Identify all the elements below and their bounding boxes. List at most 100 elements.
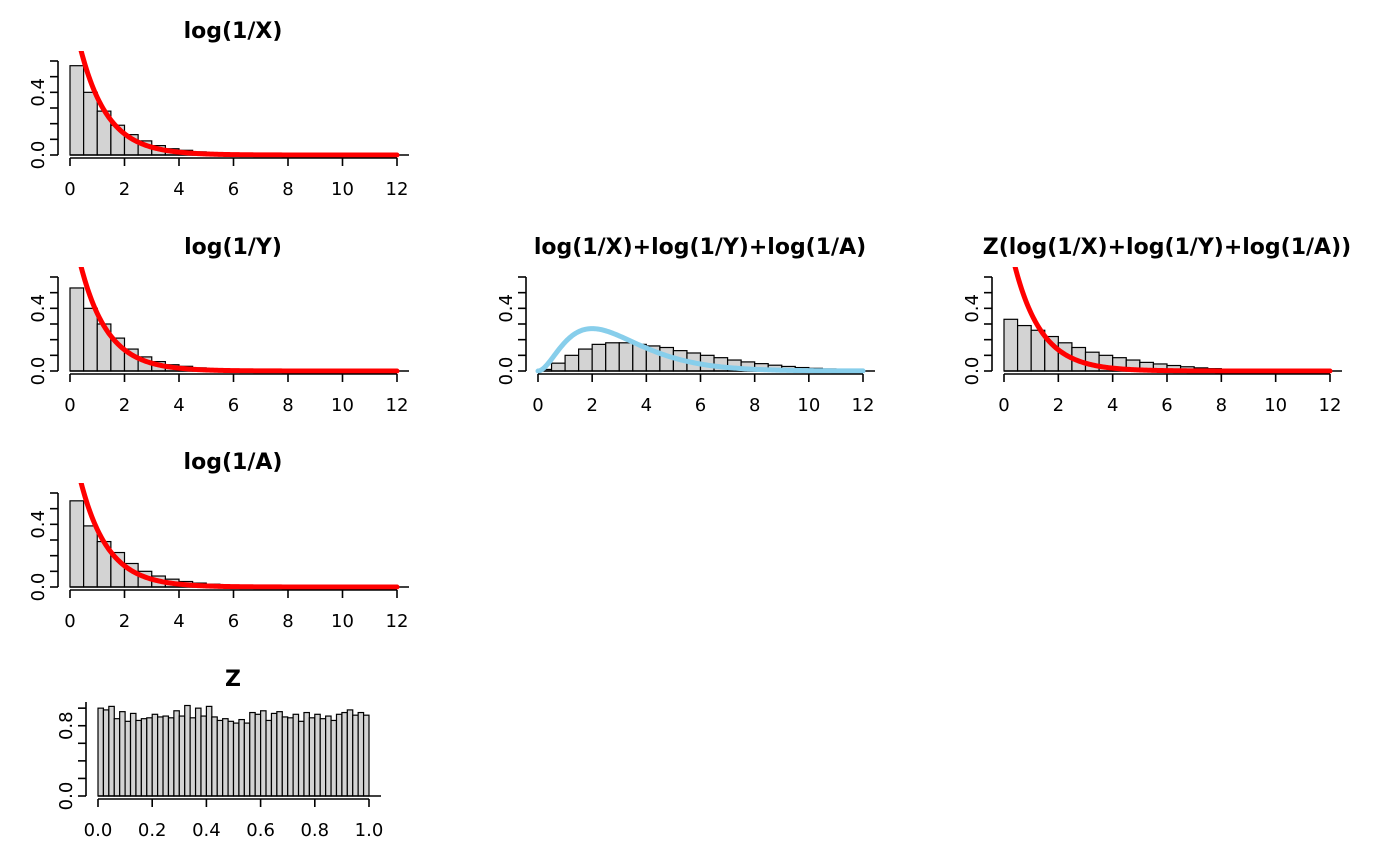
histogram-bar [69, 65, 85, 156]
x-tick-label: 8 [749, 395, 760, 416]
histogram-bar [157, 716, 164, 797]
histogram-bar [222, 718, 229, 797]
histogram-bar [232, 722, 240, 797]
histogram-bar [270, 712, 278, 797]
x-tick-label: 0 [998, 395, 1009, 416]
x-tick-label: 0.4 [192, 820, 221, 841]
histogram-bar [184, 704, 191, 797]
histogram-bar [140, 718, 148, 797]
x-tick-label: 8 [1216, 395, 1227, 416]
y-tick-label: 0.4 [496, 294, 517, 323]
x-tick-label: 4 [173, 395, 184, 416]
x-tick-label: 0.0 [84, 820, 113, 841]
histogram-bar [254, 713, 262, 797]
y-tick-label: 0.0 [28, 357, 49, 386]
histogram-bar [83, 307, 98, 372]
histogram-bar [341, 711, 348, 797]
panel-log-inv-y: log(1/Y) 0 2 4 6 8 10 12 0.0 0.4 [28, 235, 409, 416]
panel-z: Z 0.0 0.2 0.4 0.6 0.8 1.0 0.0 0.8 [56, 667, 383, 841]
x-tick-label: 0 [64, 611, 75, 632]
x-tick-label: 2 [1053, 395, 1064, 416]
histogram-bar [205, 705, 213, 797]
histogram-bar [83, 91, 98, 156]
histogram-bar [83, 525, 98, 588]
histogram-bar [69, 500, 85, 588]
y-tick-label: 0.0 [28, 573, 49, 602]
histogram-bar [335, 713, 343, 797]
y-tick-label: 0.4 [28, 510, 49, 539]
x-tick-label: 2 [119, 395, 130, 416]
x-tick-label: 2 [119, 611, 130, 632]
x-tick-label: 1.0 [355, 820, 384, 841]
histogram-bar [113, 718, 121, 797]
x-tick-label: 4 [641, 395, 652, 416]
x-tick-label: 12 [1319, 395, 1342, 416]
x-tick-label: 0 [532, 395, 543, 416]
panel-title: log(1/X) [184, 19, 283, 44]
x-tick-label: 0.8 [300, 820, 329, 841]
histogram-bar [173, 710, 180, 797]
histogram-bar [151, 713, 159, 797]
x-tick-label: 8 [282, 395, 293, 416]
x-tick-label: 2 [586, 395, 597, 416]
x-tick-label: 10 [331, 395, 354, 416]
density-curve [1012, 267, 1333, 374]
panel-sum-of-logs: log(1/X)+log(1/Y)+log(1/A) 0 2 4 6 8 10 12 0.0 0… [496, 235, 875, 416]
panel-log-inv-x: log(1/X) 0 2 4 6 8 10 12 0.0 0.4 [28, 19, 409, 200]
histogram-bar [325, 715, 332, 797]
x-tick-label: 0 [64, 395, 75, 416]
x-tick-label: 2 [119, 179, 130, 200]
y-tick-label: 0.4 [28, 294, 49, 323]
histogram-bar [1003, 318, 1019, 372]
histogram-bar [618, 342, 634, 372]
x-tick-label: 12 [386, 395, 409, 416]
histogram-bar [135, 719, 142, 797]
x-tick-label: 6 [228, 179, 239, 200]
histogram-bar [189, 717, 197, 797]
panel-z-times-sum: Z(log(1/X)+log(1/Y)+log(1/A)) 0 2 4 6 8 10 12 0… [962, 235, 1351, 416]
density-curve [78, 483, 400, 590]
histogram-bar [69, 287, 85, 372]
histogram-bar [281, 716, 289, 797]
histogram-bar [330, 719, 338, 797]
histogram-bar [243, 722, 251, 797]
x-tick-label: 6 [228, 611, 239, 632]
x-tick-label: 6 [1161, 395, 1172, 416]
histogram-bar [319, 718, 327, 797]
y-tick-label: 0.4 [962, 294, 983, 323]
histogram-bar [287, 717, 294, 797]
histogram-bar [178, 715, 186, 797]
x-tick-label: 10 [331, 611, 354, 632]
panel-title: Z [225, 667, 241, 692]
histogram-bar [97, 707, 105, 797]
histogram-bar [362, 714, 370, 797]
histogram-bar [550, 362, 566, 372]
density-curve [78, 267, 400, 374]
histogram-bar [314, 713, 321, 797]
histogram-bar [591, 343, 607, 372]
density-curve [535, 326, 866, 374]
x-tick-label: 0.6 [246, 820, 275, 841]
x-tick-label: 10 [797, 395, 820, 416]
histogram-bar [605, 342, 620, 372]
x-tick-label: 4 [173, 179, 184, 200]
x-tick-label: 10 [331, 179, 354, 200]
x-tick-label: 6 [228, 395, 239, 416]
histogram-bar [146, 717, 153, 797]
panel-title: log(1/A) [184, 450, 283, 475]
histogram-bar [216, 719, 224, 797]
histogram-bar [124, 720, 132, 797]
histogram-bar [578, 348, 593, 372]
histogram-bar [265, 719, 273, 797]
histogram-bar [346, 709, 354, 797]
y-tick-label: 0.0 [56, 782, 77, 811]
panel-log-inv-a: log(1/A) 0 2 4 6 8 10 12 0.0 0.4 [28, 450, 409, 632]
y-tick-label: 0.8 [56, 711, 77, 740]
y-tick-label: 0.0 [496, 357, 517, 386]
histogram-bar [303, 711, 310, 797]
histogram-bar [357, 711, 365, 797]
histogram-bar [276, 711, 283, 797]
histogram-bar [194, 707, 202, 797]
panel-title: Z(log(1/X)+log(1/Y)+log(1/A)) [983, 235, 1351, 260]
histogram-bar [297, 720, 305, 797]
